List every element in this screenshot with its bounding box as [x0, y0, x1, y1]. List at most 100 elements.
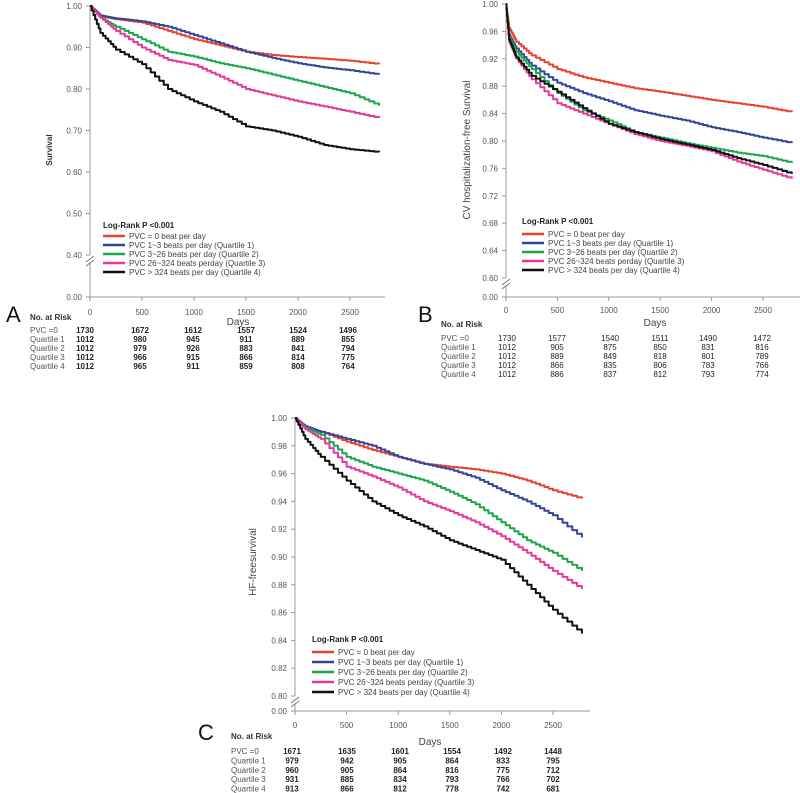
risk-value: 1671	[283, 747, 301, 756]
risk-value: 913	[285, 785, 299, 793]
risk-table-header: No. at Risk	[441, 320, 483, 329]
x-tick-label: 0	[504, 306, 509, 315]
x-tick-label: 500	[551, 306, 565, 315]
x-tick-label: 1500	[237, 308, 255, 317]
x-tick-label: 500	[135, 308, 149, 317]
risk-value: 1672	[131, 326, 149, 335]
y-tick-label: 0.80	[482, 137, 498, 146]
series-line-q3	[295, 417, 583, 589]
risk-value: 808	[291, 362, 305, 371]
legend-entry-q4: PVC > 324 beats per day (Quartile 4)	[548, 266, 680, 275]
risk-value: 816	[445, 766, 459, 775]
risk-value: 816	[755, 343, 769, 352]
risk-value: 864	[445, 756, 459, 765]
risk-value: 866	[550, 361, 564, 370]
series-line-q3	[90, 5, 381, 119]
legend-title: Log-Rank P <0.001	[312, 635, 384, 644]
y-tick-label: 0.60	[66, 168, 82, 177]
y-tick-label: 0.72	[482, 192, 498, 201]
y-tick-label: 0.96	[482, 27, 498, 36]
risk-row-label: Quartile 2	[441, 352, 476, 361]
risk-value: 1557	[237, 326, 255, 335]
x-tick-label: 1500	[651, 306, 669, 315]
risk-row-label: Quartile 2	[231, 766, 266, 775]
y-tick-label: 0.92	[271, 525, 287, 534]
risk-value: 834	[393, 775, 407, 784]
risk-value: 1472	[753, 334, 771, 343]
legend-entry-q3: PVC 26~324 beats perday (Quartile 3)	[129, 259, 266, 268]
risk-value: 795	[546, 756, 560, 765]
legend-entry-q2: PVC 3~26 beats per day (Quartile 2)	[338, 668, 468, 677]
risk-value: 1012	[76, 344, 94, 353]
risk-value: 812	[393, 785, 407, 793]
x-tick-label: 2500	[544, 721, 562, 730]
legend-entry-q1: PVC 1~3 beats per day (Quartile 1)	[548, 239, 674, 248]
risk-value: 775	[496, 766, 510, 775]
x-axis-label: Days	[644, 318, 667, 329]
x-tick-label: 0	[293, 721, 298, 730]
panel-b: 1.00 0.96 0.92 0.88 0.84 0.80 0.76 0.72 0.68 0.64…	[418, 0, 800, 379]
risk-value: 835	[603, 361, 617, 370]
y-tick-label: 1.00	[66, 2, 82, 11]
series-line-q2	[295, 417, 583, 571]
axis-break-mark	[290, 696, 300, 708]
risk-value: 850	[653, 343, 667, 352]
y-tick-label: 0.90	[66, 44, 82, 53]
risk-row-label: Quartile 3	[231, 775, 266, 784]
risk-value: 1012	[76, 335, 94, 344]
risk-table-header: No. at Risk	[30, 313, 72, 322]
risk-row-label: Quartile 3	[441, 361, 476, 370]
risk-row-label: Quartile 3	[30, 353, 65, 362]
x-axis-label: Days	[227, 317, 250, 328]
series-line-q1	[295, 417, 583, 538]
legend-entry-q4: PVC > 324 beats per day (Quartile 4)	[129, 268, 261, 277]
y-tick-label: 0.94	[271, 497, 287, 506]
risk-value: 942	[340, 756, 354, 765]
risk-row-label: Quartile 4	[441, 370, 476, 379]
risk-value: 1540	[601, 334, 619, 343]
risk-value: 837	[603, 370, 617, 379]
risk-value: 889	[550, 352, 564, 361]
risk-value: 1012	[498, 361, 516, 370]
risk-value: 783	[701, 361, 715, 370]
y-tick-label: 0.60	[482, 274, 498, 283]
risk-value: 965	[133, 362, 147, 371]
y-tick-label: 1.00	[271, 414, 287, 423]
y-tick-label: 0.90	[271, 553, 287, 562]
x-tick-label: 0	[88, 308, 93, 317]
risk-value: 911	[240, 335, 253, 344]
risk-value: 855	[341, 335, 355, 344]
y-tick-label: 1.00	[482, 0, 498, 9]
x-tick-label: 2000	[493, 721, 511, 730]
y-tick-label: 0.88	[271, 581, 287, 590]
y-tick-label: 0.50	[66, 210, 82, 219]
risk-value: 742	[496, 785, 510, 793]
risk-value: 960	[285, 766, 299, 775]
risk-value: 1492	[494, 747, 512, 756]
y-tick-label: 0.86	[271, 609, 287, 618]
panel-a: 1.00 0.90 0.80 0.70 0.60 0.50 0.40 0.00 0 500 1000…	[6, 2, 385, 371]
risk-value: 801	[701, 352, 715, 361]
risk-value: 812	[653, 370, 667, 379]
risk-value: 889	[291, 335, 305, 344]
y-tick-label-zero: 0.00	[66, 293, 82, 302]
risk-value: 1635	[338, 747, 356, 756]
risk-value: 831	[701, 343, 715, 352]
risk-value: 945	[186, 335, 200, 344]
risk-row-label: Quartile 1	[231, 756, 266, 765]
risk-row-label: Quartile 4	[30, 362, 65, 371]
legend-entry-q1: PVC 1~3 beats per day (Quartile 1)	[129, 241, 255, 250]
risk-value: 905	[340, 766, 354, 775]
x-tick-label: 500	[340, 721, 354, 730]
panel-letter: C	[198, 720, 214, 745]
y-tick-label: 0.80	[271, 692, 287, 701]
series-line-q4	[90, 5, 381, 153]
risk-value: 905	[550, 343, 564, 352]
legend-title: Log-Rank P <0.001	[103, 221, 175, 230]
legend-entry-q1: PVC 1~3 beats per day (Quartile 1)	[338, 658, 464, 667]
x-tick-label: 1000	[389, 721, 407, 730]
risk-value: 979	[285, 756, 299, 765]
risk-value: 814	[291, 353, 305, 362]
legend-entry-pvc0: PVC = 0 beat per day	[129, 232, 206, 241]
risk-value: 766	[496, 775, 510, 784]
